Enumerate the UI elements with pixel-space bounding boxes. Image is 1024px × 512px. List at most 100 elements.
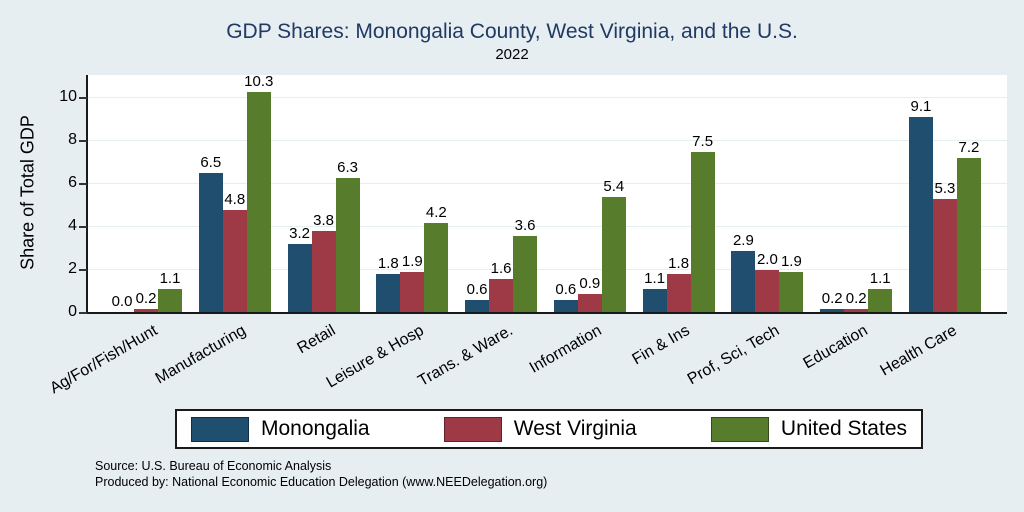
bar-monongalia [465, 300, 490, 313]
bar-united-states [868, 289, 893, 313]
y-tick-mark [79, 97, 87, 99]
bar-value-label: 1.8 [668, 255, 690, 272]
bar-value-label: 9.1 [910, 98, 932, 115]
produced-by-note: Produced by: National Economic Education… [95, 475, 548, 490]
bar-united-states [158, 289, 182, 313]
bar-value-label: 2.9 [732, 232, 754, 249]
bar-united-states [601, 197, 626, 313]
chart-subtitle: 2022 [495, 46, 529, 63]
x-tick-label: Retail [294, 322, 339, 358]
bar-monongalia [731, 251, 756, 313]
x-tick-label: Information [526, 322, 605, 377]
bar-value-label: 4.8 [224, 191, 246, 208]
bar-west-virginia [844, 309, 869, 313]
bar-value-label: 6.5 [200, 154, 222, 171]
bar-west-virginia [134, 309, 158, 313]
bar-monongalia [198, 173, 223, 313]
legend-label-west-virginia: West Virginia [513, 417, 637, 440]
bar-monongalia [820, 309, 845, 313]
bar-monongalia [376, 274, 401, 313]
bar-value-label: 7.2 [958, 139, 980, 156]
bar-value-label: 10.3 [244, 73, 274, 90]
bar-value-label: 4.2 [425, 204, 447, 221]
y-tick-label: 2 [68, 260, 77, 277]
y-tick-label: 0 [68, 303, 77, 320]
y-axis-label: Share of Total GDP [17, 115, 38, 270]
bar-west-virginia [400, 272, 425, 313]
legend-swatch-united-states [710, 416, 769, 442]
bar-value-label: 1.1 [869, 270, 891, 287]
bar-monongalia [287, 244, 312, 313]
bar-value-label: 6.3 [337, 159, 358, 176]
bar-west-virginia [311, 231, 336, 313]
legend-swatch-monongalia [191, 416, 249, 442]
legend-label-monongalia: Monongalia [261, 417, 370, 440]
bar-value-label: 1.1 [159, 270, 181, 287]
bar-value-label: 1.9 [780, 253, 802, 270]
x-tick-label: Trans. & Ware. [414, 322, 516, 390]
legend-label-united-states: United States [780, 417, 907, 440]
y-tick-mark [79, 140, 87, 142]
bar-united-states [424, 223, 449, 313]
plot-area: 0.0 0.2 1.1 6.5 4.8 10.3 3.2 3.8 6.3 1.8 1.9 4.2 0.6… [88, 73, 1007, 313]
bar-value-label: 3.2 [289, 225, 310, 242]
bar-west-virginia [222, 210, 247, 313]
bar-west-virginia [489, 279, 514, 313]
gridline [88, 183, 1007, 184]
bar-monongalia [908, 117, 933, 313]
gridline [88, 140, 1007, 141]
chart-title: GDP Shares: Monongalia County, West Virg… [226, 20, 798, 43]
y-tick-mark [79, 226, 87, 228]
bar-value-label: 1.1 [644, 270, 666, 287]
bar-west-virginia [932, 199, 957, 313]
bar-monongalia [642, 289, 667, 313]
x-tick-label: Manufacturing [152, 322, 250, 388]
x-tick-label: Prof, Sci, Tech [684, 322, 782, 389]
bar-value-label: 2.0 [756, 251, 778, 268]
source-note: Source: U.S. Bureau of Economic Analysis [95, 459, 332, 473]
x-tick-label: Health Care [877, 322, 960, 380]
bar-value-label: 3.6 [514, 217, 536, 234]
legend: Monongalia West Virginia United States [175, 409, 923, 449]
legend-item-united-states: United States [710, 416, 907, 442]
legend-swatch-west-virginia [443, 416, 502, 442]
bar-value-label: 7.5 [692, 133, 714, 150]
y-tick-mark [79, 269, 87, 271]
bar-west-virginia [577, 294, 602, 313]
bar-value-label: 1.6 [490, 260, 512, 277]
y-tick-mark [79, 312, 87, 314]
bar-value-label: 0.2 [135, 290, 157, 307]
bar-value-label: 0.6 [555, 281, 577, 298]
bar-west-virginia [755, 270, 780, 313]
x-tick-label: Leisure & Hosp [323, 322, 427, 392]
bar-value-label: 0.2 [845, 290, 867, 307]
bar-value-label: 0.2 [821, 290, 843, 307]
bar-value-label: 5.3 [934, 180, 956, 197]
bar-united-states [335, 178, 360, 313]
bar-value-label: 5.4 [603, 178, 625, 195]
gridline [88, 97, 1007, 98]
bar-united-states [690, 152, 715, 313]
y-tick-label: 10 [59, 88, 77, 105]
bar-united-states [779, 272, 804, 313]
legend-item-west-virginia: West Virginia [443, 416, 637, 442]
bar-united-states [513, 236, 538, 313]
bar-monongalia [553, 300, 578, 313]
bar-united-states [956, 158, 981, 313]
y-tick-label: 8 [68, 131, 77, 148]
x-tick-label: Ag/For/Fish/Hunt [47, 322, 161, 398]
x-tick-label: Education [800, 322, 871, 373]
footer-notes: Source: U.S. Bureau of Economic Analysis… [95, 458, 547, 491]
bar-value-label: 0.0 [111, 293, 133, 310]
bar-united-states [246, 92, 271, 313]
legend-item-monongalia: Monongalia [191, 416, 370, 442]
y-axis-line [86, 75, 88, 314]
bar-value-label: 3.8 [313, 212, 334, 229]
bar-value-label: 1.8 [377, 255, 399, 272]
bar-value-label: 0.6 [466, 281, 488, 298]
x-axis-line [86, 312, 1007, 314]
bar-value-label: 0.9 [579, 275, 601, 292]
bar-west-virginia [666, 274, 691, 313]
bar-value-label: 1.9 [401, 253, 423, 270]
